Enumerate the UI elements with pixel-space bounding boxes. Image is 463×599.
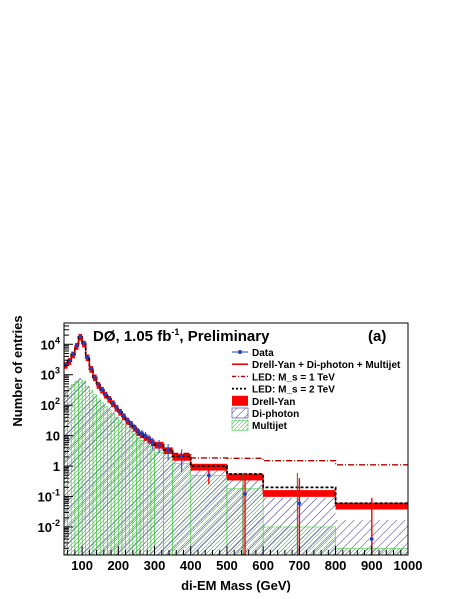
- multijet-bar: [114, 417, 119, 555]
- x-tick-label: 900: [361, 558, 383, 573]
- multijet-bar: [74, 381, 79, 555]
- legend-label: Multijet: [252, 421, 288, 432]
- data-point: [166, 448, 170, 452]
- x-tick-label: 100: [71, 558, 93, 573]
- multijet-bar: [99, 402, 105, 555]
- x-axis-title: di-EM Mass (GeV): [181, 578, 291, 593]
- data-point: [125, 418, 130, 422]
- data-point: [71, 352, 75, 356]
- data-point: [136, 429, 141, 433]
- multijet-bar: [128, 430, 134, 555]
- x-tick-label: 800: [325, 558, 347, 573]
- multijet-bar: [125, 427, 130, 555]
- y-tick-label: 1: [53, 459, 60, 474]
- multijet-bar: [150, 448, 155, 555]
- multijet-bar: [107, 409, 112, 555]
- data-point: [74, 343, 79, 348]
- x-tick-label: 400: [180, 558, 202, 573]
- multijet-bar: [110, 413, 115, 555]
- data-point: [111, 400, 115, 405]
- multijet-bar: [103, 406, 108, 555]
- x-tick-label: 600: [252, 558, 274, 573]
- multijet-bar: [172, 463, 191, 555]
- data-point: [107, 396, 112, 400]
- y-tick-label: 10-2: [38, 518, 60, 535]
- data-point: [82, 341, 86, 345]
- y-tick-label: 102: [41, 396, 60, 413]
- data-point: [89, 366, 93, 371]
- data-point: [103, 392, 108, 396]
- data-point: [150, 440, 155, 445]
- data-point: [369, 537, 374, 541]
- legend-multijet-symbol: [231, 419, 249, 431]
- legend-data-symbol: [238, 350, 242, 354]
- legend-label: Drell-Yan: [252, 397, 295, 408]
- data-point: [121, 413, 126, 418]
- multijet-bar: [190, 474, 228, 555]
- multijet-bar: [70, 384, 76, 555]
- data-point: [157, 442, 161, 447]
- multijet-bar: [154, 452, 164, 555]
- experiment-label: DØ, 1.05 fb-1, Preliminary: [93, 327, 270, 345]
- data-point: [118, 409, 122, 414]
- data-point: [92, 375, 97, 379]
- data-point: [114, 405, 119, 410]
- x-tick-label: 300: [144, 558, 166, 573]
- legend-diphoton-symbol: [231, 407, 249, 419]
- x-tick-label: 700: [289, 558, 311, 573]
- data-point: [143, 433, 148, 438]
- data-point: [140, 431, 144, 436]
- data-point: [78, 334, 83, 339]
- y-tick-label: 103: [41, 366, 60, 383]
- y-axis-title: Number of entries: [10, 315, 25, 426]
- x-tick-label: 200: [107, 558, 129, 573]
- data-point: [100, 387, 104, 392]
- panel-label: (a): [368, 328, 386, 345]
- legend-label: LED: M_s = 1 TeV: [252, 372, 335, 383]
- legend-label: LED: M_s = 2 TeV: [252, 385, 335, 396]
- y-tick-label: 10: [46, 429, 60, 444]
- data-point: [96, 382, 101, 387]
- multijet-bar: [132, 434, 137, 555]
- multijet-bar: [92, 394, 97, 555]
- legend-label: Drell-Yan + Di-photon + Multijet: [252, 360, 401, 371]
- data-point: [85, 355, 90, 359]
- data-point: [132, 425, 137, 429]
- multijet-bar: [81, 380, 86, 555]
- x-tick-label: 500: [216, 558, 238, 573]
- y-tick-label: 104: [41, 335, 60, 352]
- histogram-layer: [64, 333, 408, 555]
- multijet-bar: [143, 443, 148, 555]
- axes: 100 200 300 400 500 600 700 800 900 1000 10-2 10-1 1…: [38, 322, 423, 573]
- multijet-bar: [147, 445, 152, 555]
- legend-label: Data: [252, 348, 274, 359]
- multijet-bar: [89, 390, 94, 555]
- multijet-bar: [163, 457, 173, 555]
- data-point: [297, 501, 302, 506]
- data-point: [207, 473, 211, 478]
- multijet-bar: [136, 437, 141, 555]
- multijet-bar: [121, 423, 126, 555]
- data-point: [147, 436, 151, 441]
- multijet-bar: [118, 420, 123, 555]
- data-point: [243, 492, 247, 496]
- x-tick-label: 1000: [394, 558, 423, 573]
- data-point: [179, 454, 184, 459]
- multijet-bar: [85, 385, 90, 555]
- legend-drell-yan-symbol: [232, 395, 248, 406]
- legend-label: Di-photon: [252, 409, 299, 420]
- multijet-bar: [96, 398, 101, 555]
- multijet-bar: [78, 379, 83, 555]
- y-tick-label: 10-1: [38, 488, 60, 505]
- data-point: [129, 421, 133, 426]
- multijet-bar: [139, 440, 144, 555]
